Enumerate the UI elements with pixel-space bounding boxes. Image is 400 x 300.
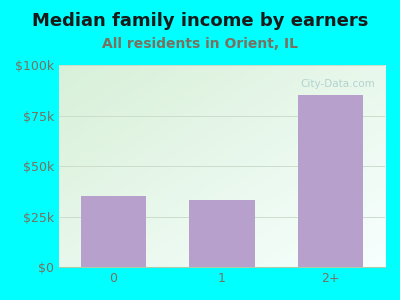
Bar — [81, 196, 146, 267]
Text: City-Data.com: City-Data.com — [300, 79, 375, 89]
Bar — [189, 200, 254, 267]
Bar — [298, 95, 363, 267]
Text: Median family income by earners: Median family income by earners — [32, 12, 368, 30]
Text: All residents in Orient, IL: All residents in Orient, IL — [102, 38, 298, 52]
